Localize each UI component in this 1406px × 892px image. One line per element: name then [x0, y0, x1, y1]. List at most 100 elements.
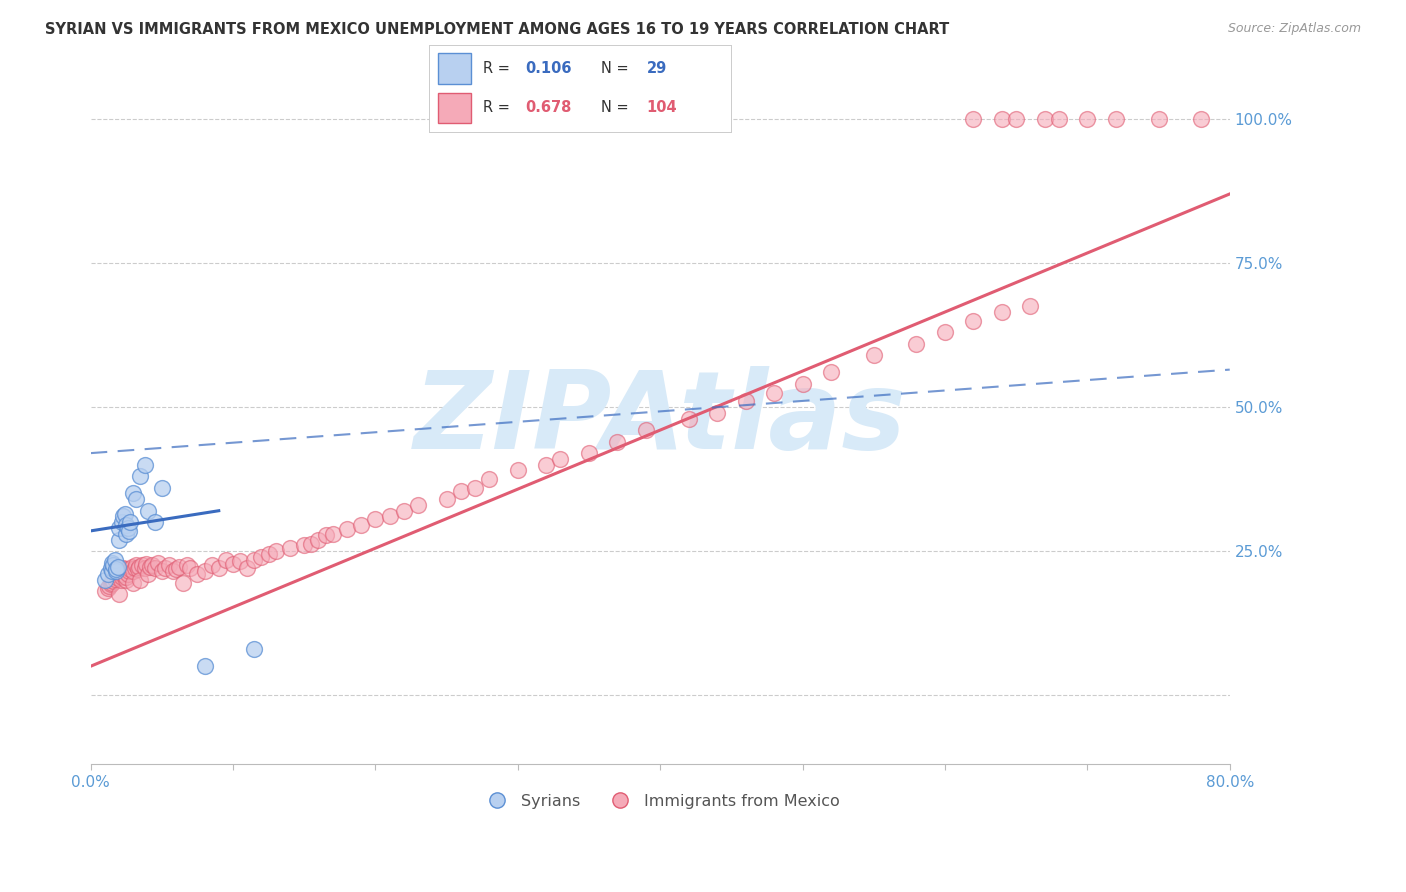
Point — [141, 558, 163, 573]
Point — [763, 385, 786, 400]
Point — [143, 515, 166, 529]
Point — [229, 554, 252, 568]
Point — [336, 522, 359, 536]
Text: 0.106: 0.106 — [526, 62, 572, 76]
Point — [122, 564, 145, 578]
Point — [108, 564, 131, 578]
Point — [136, 504, 159, 518]
Point — [127, 562, 149, 576]
Point — [103, 558, 125, 573]
Text: 0.678: 0.678 — [526, 101, 572, 115]
Point — [112, 509, 135, 524]
Point — [129, 469, 152, 483]
Point — [143, 561, 166, 575]
Point — [134, 561, 156, 575]
Point — [98, 579, 121, 593]
Text: R =: R = — [484, 62, 515, 76]
Point — [165, 562, 187, 576]
Bar — [437, 54, 471, 84]
Point — [378, 509, 401, 524]
Point — [606, 434, 628, 449]
Point — [436, 492, 458, 507]
Point — [678, 411, 700, 425]
Point — [112, 564, 135, 578]
Point — [243, 552, 266, 566]
Point — [364, 512, 387, 526]
Point — [905, 336, 928, 351]
Point — [131, 558, 153, 573]
Point — [578, 446, 600, 460]
Bar — [437, 93, 471, 123]
Point — [101, 573, 124, 587]
Point — [634, 423, 657, 437]
Point — [114, 562, 136, 576]
Point — [792, 377, 814, 392]
Legend: Syrians, Immigrants from Mexico: Syrians, Immigrants from Mexico — [474, 787, 846, 815]
Point — [100, 561, 122, 575]
Point — [108, 521, 131, 535]
Point — [115, 526, 138, 541]
Point — [125, 558, 148, 573]
Point — [107, 560, 129, 574]
Point — [734, 394, 756, 409]
Point — [103, 574, 125, 588]
Point — [1076, 112, 1098, 126]
Point — [120, 562, 142, 576]
Point — [299, 537, 322, 551]
Point — [186, 567, 208, 582]
Point — [278, 541, 301, 556]
Point — [1019, 299, 1042, 313]
Point — [179, 561, 201, 575]
Point — [128, 560, 150, 574]
Point — [215, 552, 238, 566]
Text: R =: R = — [484, 101, 515, 115]
Point — [125, 492, 148, 507]
Point — [450, 483, 472, 498]
Point — [117, 521, 139, 535]
Point — [136, 567, 159, 582]
Point — [506, 463, 529, 477]
Point — [222, 557, 245, 571]
Point — [101, 556, 124, 570]
Point — [117, 567, 139, 582]
Point — [108, 533, 131, 547]
Point — [162, 564, 184, 578]
Point — [536, 458, 558, 472]
Point — [406, 498, 429, 512]
Point — [97, 582, 120, 596]
Point — [172, 575, 194, 590]
Point — [176, 558, 198, 573]
Point — [121, 560, 143, 574]
Point — [243, 642, 266, 657]
Text: 29: 29 — [647, 62, 666, 76]
Text: N =: N = — [602, 62, 633, 76]
Point — [1189, 112, 1212, 126]
Text: 104: 104 — [647, 101, 678, 115]
Point — [112, 561, 135, 575]
Point — [1105, 112, 1128, 126]
Point — [257, 547, 280, 561]
Point — [118, 564, 141, 578]
Point — [1147, 112, 1170, 126]
Point — [134, 458, 156, 472]
Point — [153, 561, 176, 575]
Point — [122, 486, 145, 500]
Point — [193, 659, 215, 673]
Point — [108, 587, 131, 601]
Point — [550, 451, 572, 466]
Point — [105, 564, 128, 578]
Point — [167, 560, 190, 574]
Point — [115, 570, 138, 584]
Text: N =: N = — [602, 101, 633, 115]
Point — [129, 573, 152, 587]
Point — [157, 558, 180, 573]
Point — [236, 561, 259, 575]
Point — [1047, 112, 1070, 126]
Point — [292, 538, 315, 552]
Point — [1033, 112, 1056, 126]
Point — [392, 504, 415, 518]
Text: ZIPAtlas: ZIPAtlas — [413, 366, 907, 472]
Point — [464, 481, 486, 495]
Point — [350, 518, 373, 533]
Point — [962, 112, 984, 126]
